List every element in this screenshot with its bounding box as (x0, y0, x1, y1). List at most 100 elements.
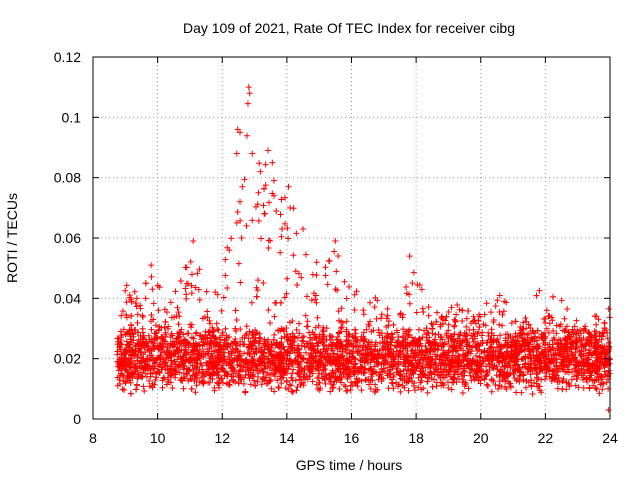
data-point (597, 359, 604, 366)
data-point (349, 333, 356, 340)
data-point (249, 371, 256, 378)
data-point (293, 387, 300, 394)
data-point (395, 381, 402, 388)
data-point (211, 387, 218, 394)
data-point (557, 321, 564, 328)
data-point (578, 337, 585, 344)
data-point (128, 353, 135, 360)
data-point (411, 387, 418, 394)
data-point (516, 378, 523, 385)
data-point (233, 355, 240, 362)
data-point (456, 306, 463, 313)
data-point (496, 378, 503, 385)
data-point (287, 204, 294, 211)
data-point (542, 315, 549, 322)
data-point (233, 150, 240, 157)
data-point (170, 338, 177, 345)
data-point (422, 364, 429, 371)
data-point (286, 350, 293, 357)
data-point (391, 343, 398, 350)
data-point (525, 321, 532, 328)
data-point (167, 364, 174, 371)
data-point (536, 287, 543, 294)
data-point (480, 367, 487, 374)
data-point (585, 363, 592, 370)
data-point (120, 377, 127, 384)
data-point (258, 235, 265, 242)
data-point (574, 376, 581, 383)
data-point (141, 388, 148, 395)
data-point (180, 385, 187, 392)
data-point (299, 355, 306, 362)
data-point (145, 344, 152, 351)
data-point (494, 297, 501, 304)
data-point (408, 340, 415, 347)
data-point (450, 336, 457, 343)
data-point (431, 368, 438, 375)
data-point (368, 373, 375, 380)
data-point (600, 330, 607, 337)
data-point (277, 249, 284, 256)
data-point (492, 381, 499, 388)
data-point (454, 335, 461, 342)
data-point (372, 381, 379, 388)
data-point (284, 275, 291, 282)
data-point (251, 337, 258, 344)
data-point (560, 357, 567, 364)
data-point (312, 296, 319, 303)
data-point (565, 329, 572, 336)
data-point (322, 272, 329, 279)
data-point (596, 390, 603, 397)
data-point (155, 326, 162, 333)
data-point (382, 353, 389, 360)
data-point (553, 362, 560, 369)
data-point (588, 339, 595, 346)
data-point (300, 225, 307, 232)
data-point (133, 386, 140, 393)
data-point (429, 383, 436, 390)
data-point (465, 385, 472, 392)
data-point (603, 379, 610, 386)
data-point (360, 344, 367, 351)
data-point (127, 359, 134, 366)
data-point (319, 339, 326, 346)
data-point (303, 373, 310, 380)
data-point (122, 287, 129, 294)
data-point (191, 372, 198, 379)
data-point (501, 342, 508, 349)
data-point (597, 381, 604, 388)
data-point (190, 368, 197, 375)
data-point (239, 334, 246, 341)
data-point (358, 387, 365, 394)
data-point (554, 345, 561, 352)
data-point (207, 371, 214, 378)
data-point (233, 219, 240, 226)
data-point (569, 326, 576, 333)
data-point (230, 340, 237, 347)
data-point (482, 322, 489, 329)
data-point (256, 358, 263, 365)
data-point (497, 350, 504, 357)
data-point (172, 361, 179, 368)
data-point (128, 312, 135, 319)
data-point (278, 354, 285, 361)
data-point (232, 346, 239, 353)
data-point (315, 374, 322, 381)
data-point (512, 366, 519, 373)
data-point (562, 368, 569, 375)
data-point (360, 307, 367, 314)
data-point (182, 358, 189, 365)
data-point (527, 324, 534, 331)
data-point (270, 192, 277, 199)
data-point (302, 349, 309, 356)
data-point (496, 382, 503, 389)
data-point (468, 377, 475, 384)
data-point (172, 368, 179, 375)
data-point (602, 354, 609, 361)
data-point (464, 350, 471, 357)
data-point (222, 325, 229, 332)
data-point (445, 347, 452, 354)
data-point (263, 380, 270, 387)
data-point (378, 311, 385, 318)
data-point (468, 360, 475, 367)
